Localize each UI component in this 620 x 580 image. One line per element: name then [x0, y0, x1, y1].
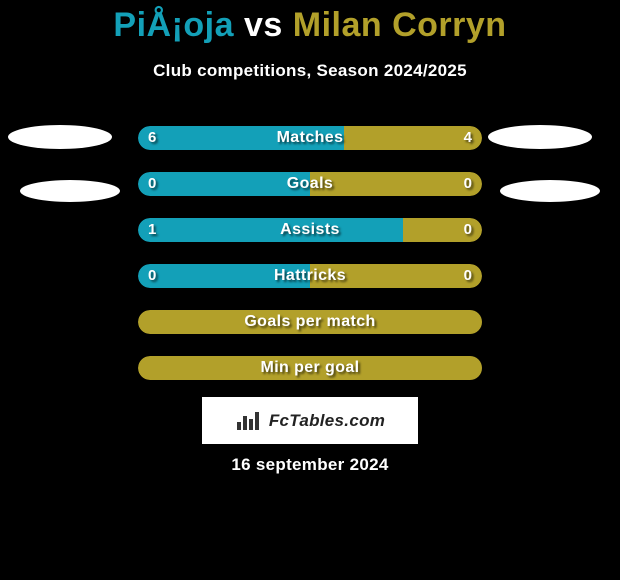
bar-chart-icon	[235, 410, 263, 432]
avatar-ellipse	[8, 125, 112, 149]
stat-row: 00Hattricks	[138, 264, 482, 288]
stat-row: 10Assists	[138, 218, 482, 242]
stat-row: 64Matches	[138, 126, 482, 150]
player2-name: Milan Corryn	[293, 6, 507, 44]
stat-row: 00Goals	[138, 172, 482, 196]
stat-left-segment	[138, 264, 310, 288]
stat-left-segment	[138, 172, 310, 196]
stat-left-segment	[138, 356, 482, 380]
stat-bars: 64Matches 00Goals 10Assists 00Hattricks Goal…	[138, 126, 482, 402]
stat-row: Min per goal	[138, 356, 482, 380]
player1-name: PiÅ¡oja	[113, 6, 234, 44]
stat-left-segment	[138, 218, 403, 242]
fctables-badge: FcTables.com	[202, 397, 418, 444]
badge-text: FcTables.com	[269, 411, 385, 431]
stat-left-segment	[138, 126, 344, 150]
avatar-ellipse	[500, 180, 600, 202]
title: PiÅ¡oja vs Milan Corryn	[0, 0, 620, 45]
badge-inner: FcTables.com	[235, 410, 385, 432]
stat-row: Goals per match	[138, 310, 482, 334]
stat-right-segment	[310, 172, 482, 196]
stat-right-segment	[310, 264, 482, 288]
comparison-card: PiÅ¡oja vs Milan Corryn Club competition…	[0, 0, 620, 580]
avatar-ellipse	[488, 125, 592, 149]
subtitle: Club competitions, Season 2024/2025	[0, 61, 620, 81]
stat-right-segment	[344, 126, 482, 150]
avatar-ellipse	[20, 180, 120, 202]
stat-right-segment	[403, 218, 482, 242]
title-separator: vs	[244, 6, 283, 44]
stat-left-segment	[138, 310, 482, 334]
date: 16 september 2024	[0, 455, 620, 475]
